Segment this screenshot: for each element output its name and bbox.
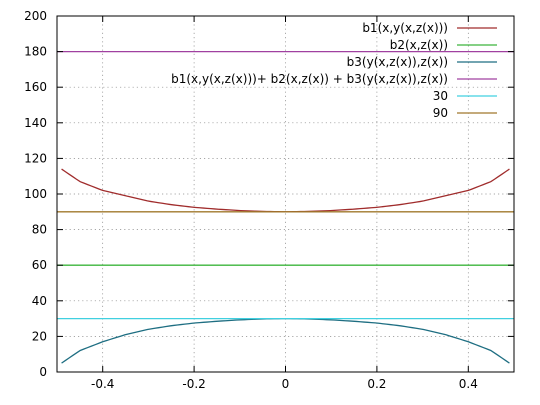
legend: b1(x,y(x,z(x))) b2(x,z(x)) b3(y(x,z(x)),z(…: [171, 21, 497, 120]
y-tick-label: 0: [39, 365, 47, 379]
y-tick-label: 160: [24, 80, 47, 94]
legend-label-3: b3(y(x,z(x)),z(x)): [347, 55, 448, 69]
y-tick-label: 140: [24, 116, 47, 130]
x-tick-label: -0.4: [91, 377, 114, 391]
axis-ticks: 0 20 40 60 80 100 120 140 160 180 200 -0.4 -0.2 0 0.2 0…: [24, 9, 514, 391]
legend-label-6: 90: [433, 106, 448, 120]
y-tick-label: 120: [24, 151, 47, 165]
series-lines: [57, 50, 514, 364]
legend-label-2: b2(x,z(x)): [390, 38, 448, 52]
y-tick-label: 100: [24, 187, 47, 201]
legend-label-1: b1(x,y(x,z(x))): [362, 21, 448, 35]
x-tick-label: -0.2: [182, 377, 205, 391]
y-tick-label: 60: [32, 258, 47, 272]
y-tick-label: 180: [24, 45, 47, 59]
y-tick-label: 200: [24, 9, 47, 23]
x-tick-label: 0.2: [367, 377, 386, 391]
x-tick-label: 0.4: [459, 377, 478, 391]
y-tick-label: 80: [32, 223, 47, 237]
y-tick-label: 40: [32, 294, 47, 308]
legend-label-4: b1(x,y(x,z(x)))+ b2(x,z(x)) + b3(y(x,z(x…: [171, 72, 448, 86]
legend-label-5: 30: [433, 89, 448, 103]
x-tick-label: 0: [282, 377, 290, 391]
y-tick-label: 20: [32, 329, 47, 343]
